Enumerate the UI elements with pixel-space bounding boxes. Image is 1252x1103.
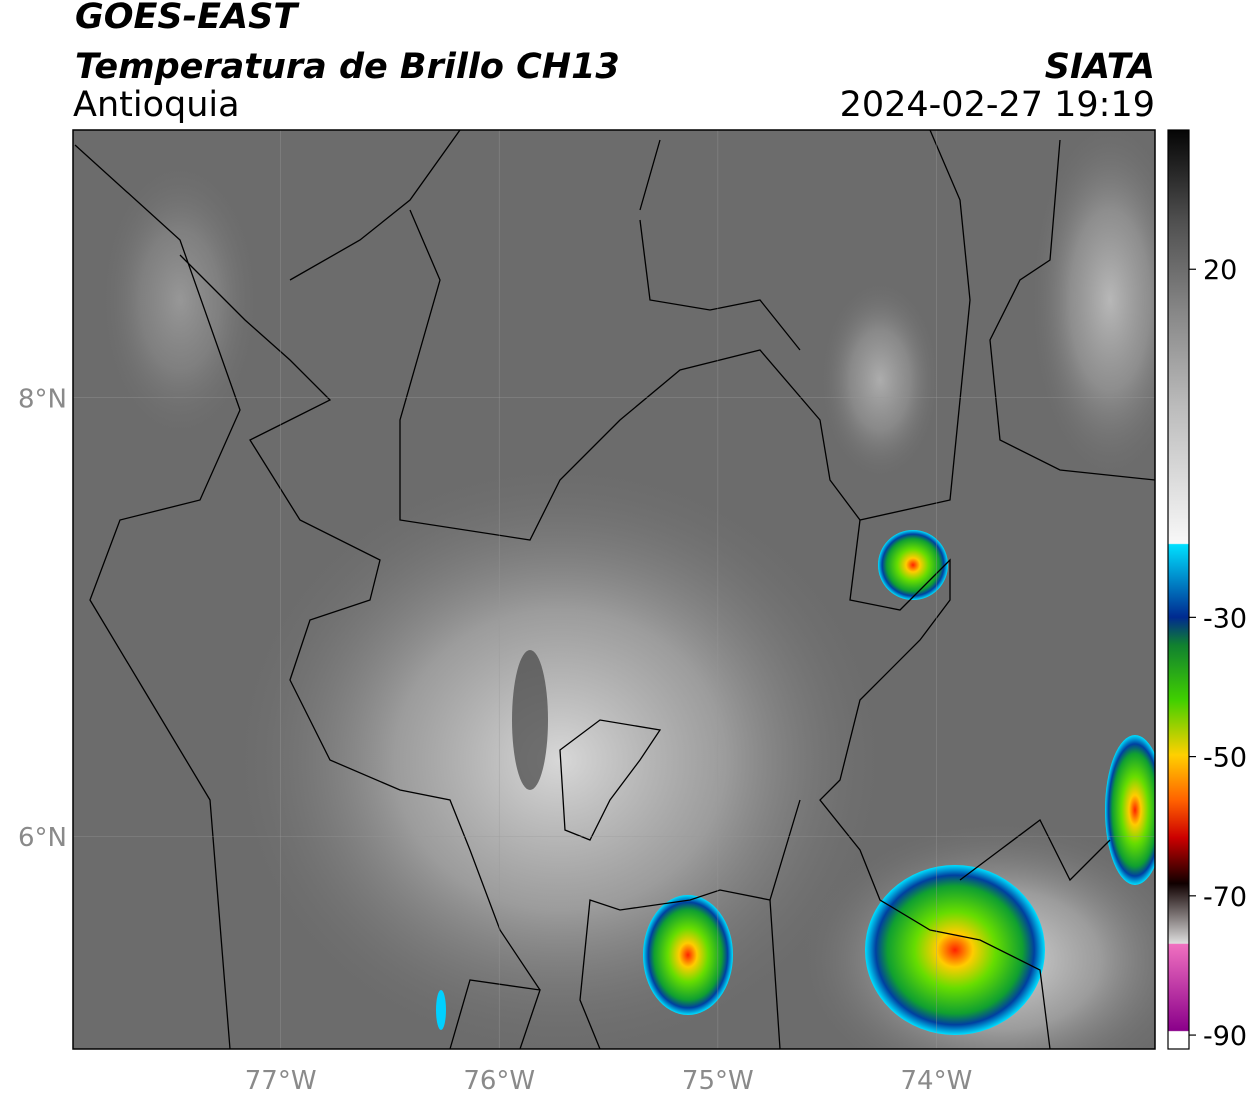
x-tick-label: 77°W: [245, 1066, 317, 1096]
subtitle: Temperatura de Brillo CH13: [75, 47, 620, 87]
region: Antioquia: [73, 85, 240, 125]
colorbar: [1167, 129, 1190, 1050]
satellite-image: [73, 130, 1155, 1049]
map-frame: [72, 129, 1156, 1050]
colorbar-tick-label: -90: [1203, 1021, 1247, 1052]
colorbar-tick-label: -70: [1203, 882, 1247, 913]
x-tick-label: 74°W: [901, 1066, 973, 1096]
x-tick-label: 75°W: [682, 1066, 754, 1096]
x-tick-label: 76°W: [463, 1066, 535, 1096]
datetime: 2024-02-27 19:19: [840, 85, 1155, 125]
colorbar-tick-label: 20: [1203, 255, 1237, 286]
colorbar-tick-label: -50: [1203, 743, 1247, 774]
colorbar-tick-label: -30: [1203, 603, 1247, 634]
title: GOES-EAST: [75, 0, 300, 37]
y-tick-label: 6°N: [18, 823, 67, 853]
source: SIATA: [1045, 47, 1155, 87]
y-tick-label: 8°N: [18, 385, 67, 415]
grid: [73, 130, 1155, 1049]
